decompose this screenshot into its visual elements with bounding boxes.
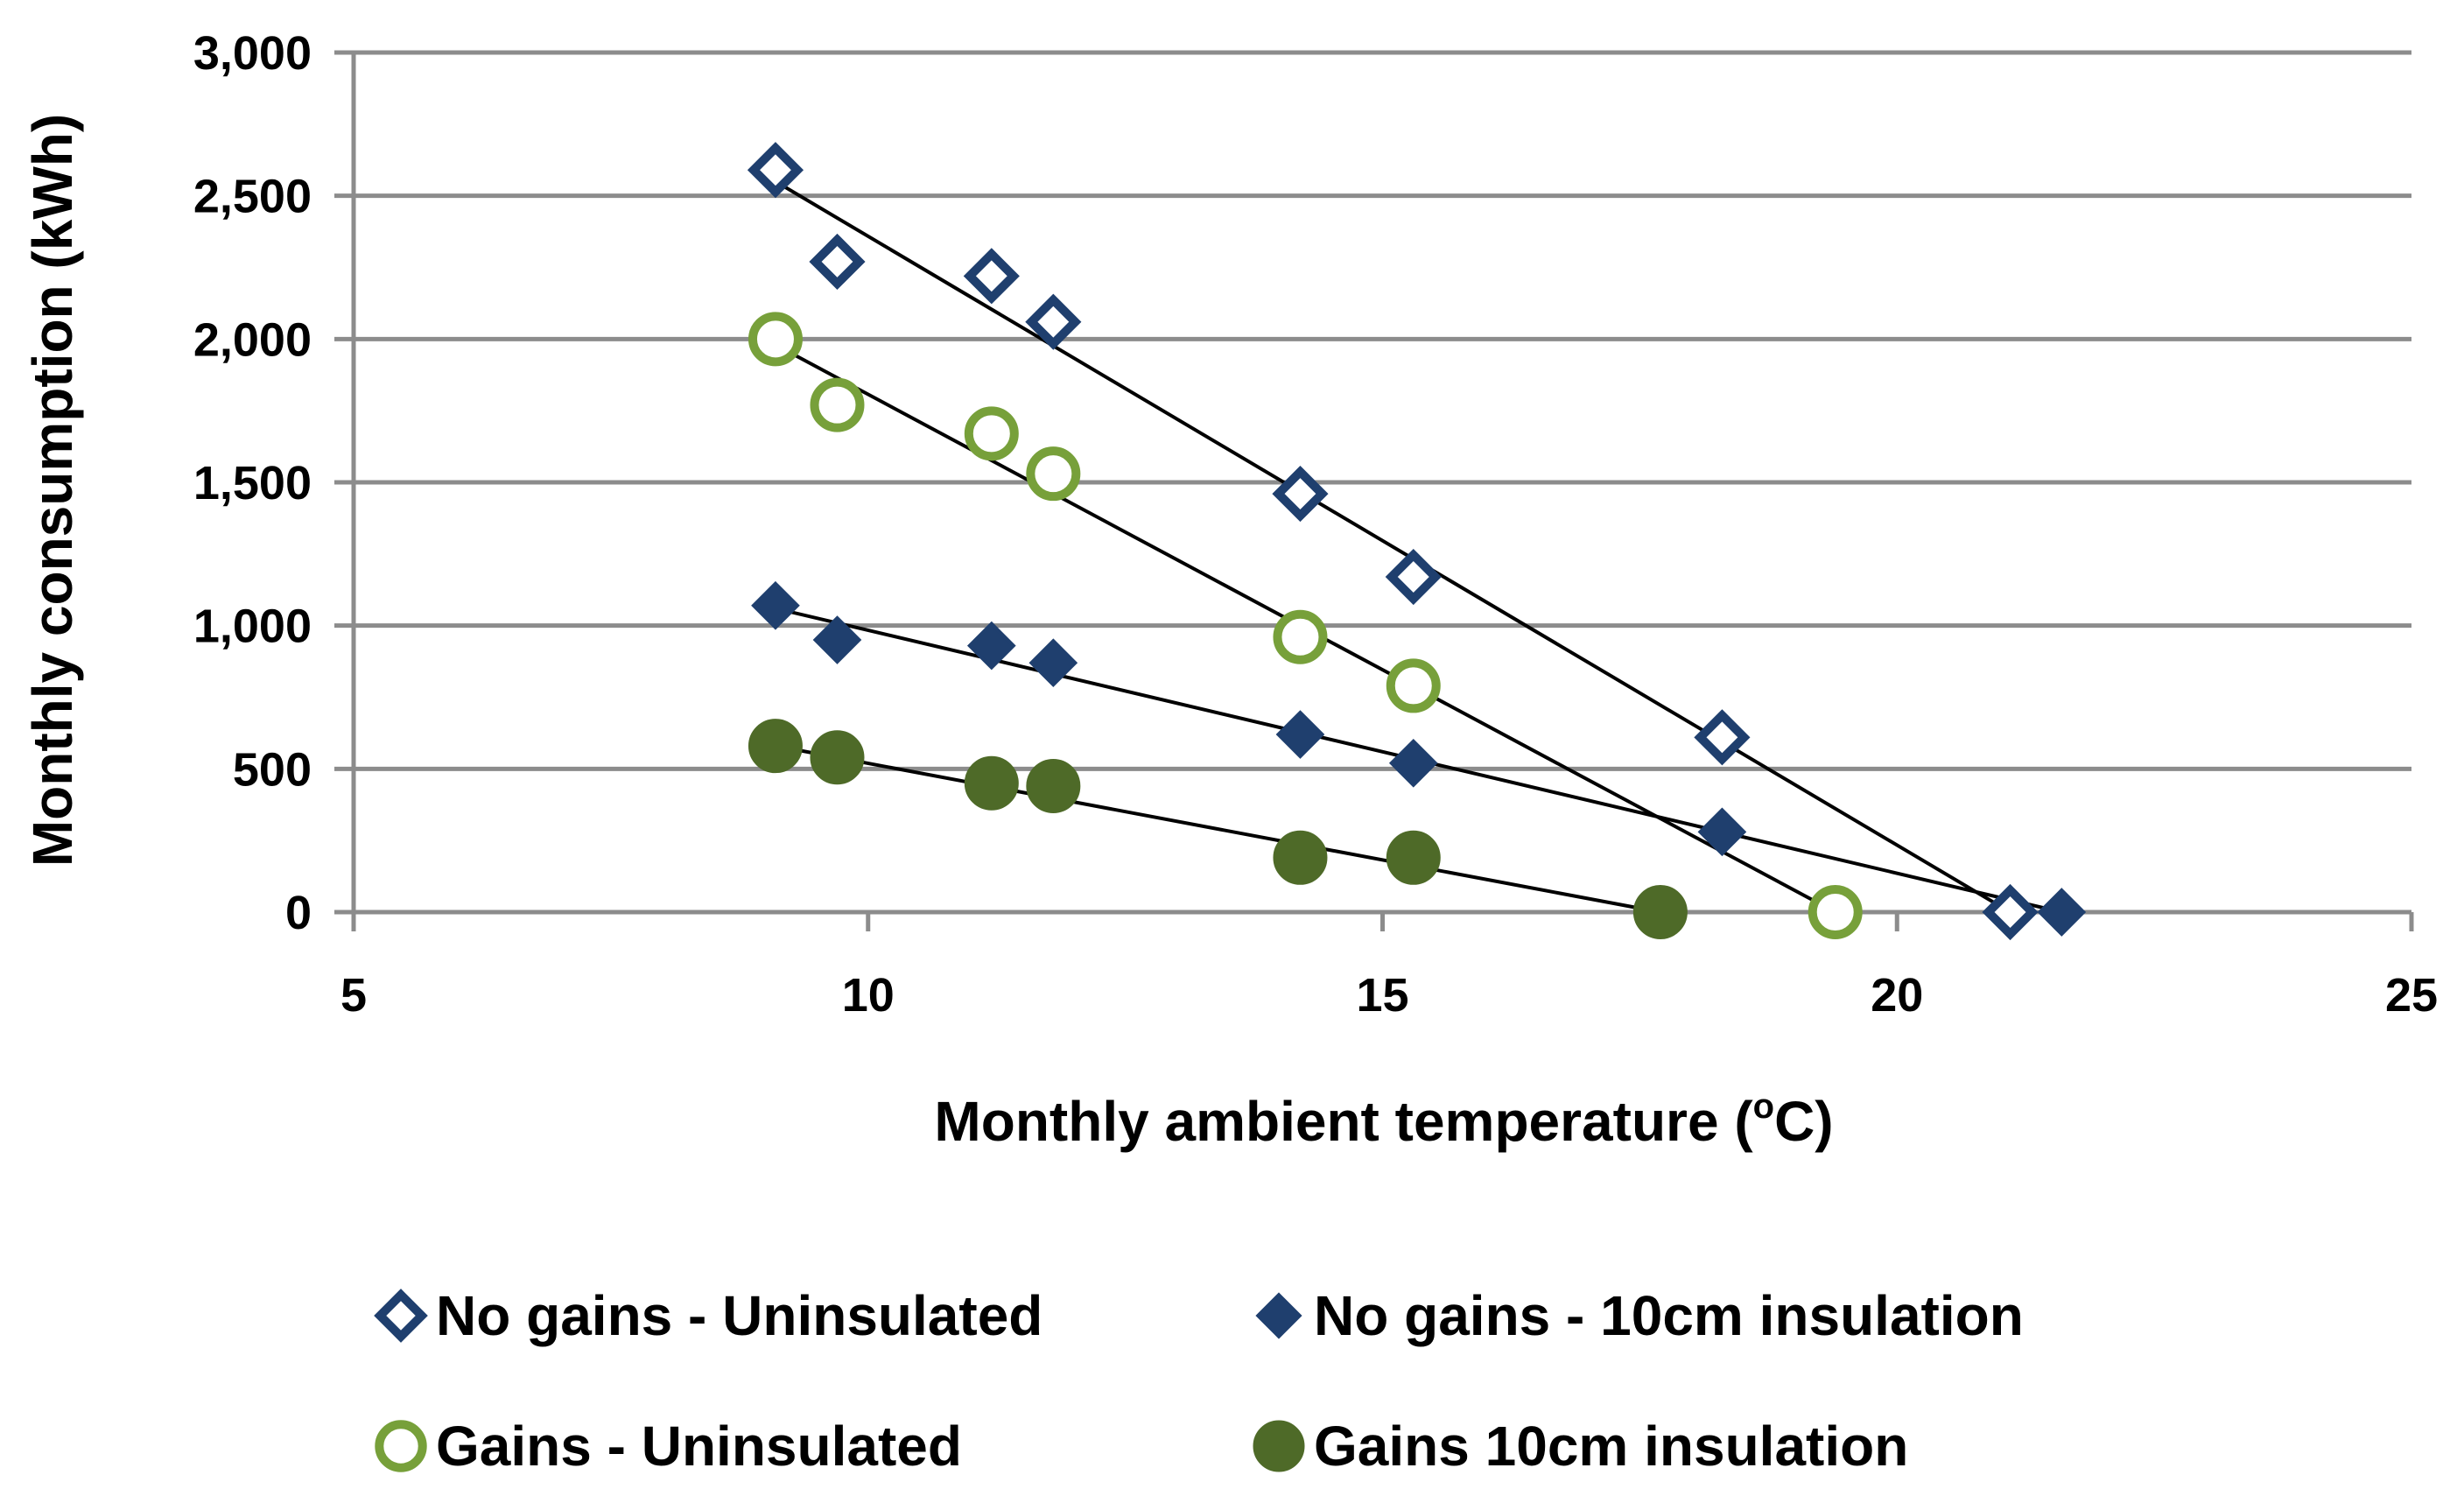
legend-marker	[1255, 1292, 1302, 1339]
point-series-4	[1026, 758, 1081, 813]
point-series-2	[1388, 738, 1438, 788]
point-series-2	[966, 621, 1016, 671]
y-tick-label: 1,000	[193, 600, 312, 653]
legend-label: Gains - Uninsulated	[436, 1415, 962, 1478]
y-tick-label: 2,500	[193, 171, 312, 223]
x-axis-title-main: Monthly ambient temperature (	[934, 1090, 1753, 1153]
legend: No gains - Uninsulated No gains - 10cm in…	[374, 1284, 2024, 1478]
y-tick-label: 1,500	[193, 457, 312, 509]
y-tick-label: 3,000	[193, 27, 312, 80]
legend-marker	[1253, 1420, 1305, 1472]
point-series-4	[810, 730, 865, 785]
x-axis-title: Monthly ambient temperature (oC)	[934, 1087, 1833, 1153]
point-series-3	[810, 377, 865, 432]
tick-labels: 0 500 1,000 1,500 2,000 2,500 3,000 5 10 15 20 25	[193, 27, 2438, 1022]
point-series-3	[748, 312, 803, 367]
point-series-4	[748, 719, 803, 774]
x-tick-label: 25	[2385, 969, 2438, 1022]
x-tick-label: 15	[1356, 969, 1408, 1022]
data-points	[747, 142, 2087, 941]
y-tick-label: 0	[285, 887, 312, 939]
point-series-3	[1026, 446, 1081, 502]
point-series-1	[1694, 709, 1751, 766]
point-series-3	[1273, 609, 1328, 664]
trend-lines	[774, 179, 2062, 914]
point-series-2	[1697, 807, 1747, 857]
y-axis-title: Monthly consumption (kWh)	[21, 114, 84, 867]
point-series-2	[812, 615, 862, 664]
point-series-4	[1386, 830, 1441, 885]
legend-label: Gains 10cm insulation	[1314, 1415, 1908, 1478]
point-series-1	[1025, 293, 1082, 350]
x-tick-label: 10	[842, 969, 895, 1022]
point-series-4	[1273, 830, 1328, 885]
x-tick-label: 20	[1871, 969, 1923, 1022]
trend-line-series-1	[774, 179, 2011, 914]
legend-label: No gains - 10cm insulation	[1314, 1284, 2024, 1347]
point-series-1	[963, 248, 1020, 305]
point-series-1	[809, 233, 866, 291]
y-tick-label: 500	[233, 743, 312, 796]
y-tick-label: 2,000	[193, 313, 312, 366]
point-series-1	[1982, 883, 2039, 941]
point-series-3	[1386, 658, 1441, 713]
point-series-1	[747, 142, 804, 199]
legend-item: Gains 10cm insulation	[1253, 1415, 1908, 1478]
point-series-4	[964, 755, 1019, 811]
legend-marker	[375, 1420, 427, 1472]
point-series-3	[964, 406, 1019, 461]
point-series-2	[2037, 888, 2087, 937]
x-tick-label: 5	[340, 969, 367, 1022]
point-series-3	[1808, 885, 1863, 939]
x-axis-title-superscript: o	[1753, 1087, 1774, 1126]
x-axis-title-unit: C)	[1774, 1090, 1834, 1153]
point-series-4	[1632, 885, 1688, 939]
trend-line-series-4	[775, 744, 1661, 914]
grid-lines	[354, 50, 2411, 771]
axes	[334, 50, 2414, 931]
legend-item: No gains - Uninsulated	[374, 1284, 1042, 1347]
point-series-1	[1272, 466, 1329, 523]
point-series-1	[1385, 548, 1442, 606]
point-series-2	[1275, 710, 1325, 759]
point-series-2	[1028, 638, 1078, 688]
legend-marker	[374, 1289, 428, 1343]
point-series-2	[751, 580, 800, 630]
legend-item: Gains - Uninsulated	[375, 1415, 962, 1478]
legend-label: No gains - Uninsulated	[436, 1284, 1042, 1347]
legend-item: No gains - 10cm insulation	[1255, 1284, 2024, 1347]
